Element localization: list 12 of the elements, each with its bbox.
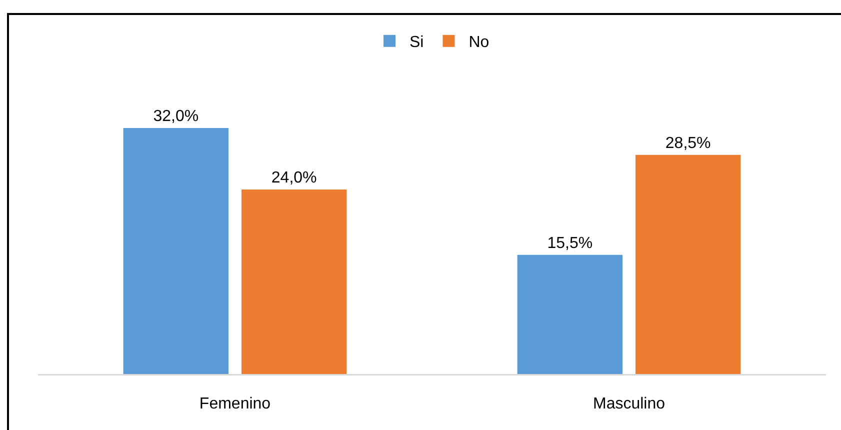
bar bbox=[242, 189, 347, 374]
bar bbox=[123, 128, 228, 374]
x-tick-label: Masculino bbox=[592, 396, 666, 413]
data-label: 24,0% bbox=[271, 169, 317, 186]
data-label: 32,0% bbox=[153, 108, 199, 125]
legend-label: No bbox=[468, 34, 490, 52]
data-label: 15,5% bbox=[547, 234, 593, 252]
legend-label: Si bbox=[410, 34, 424, 52]
bar bbox=[517, 254, 622, 374]
x-tick-label: Femenino bbox=[199, 396, 271, 413]
data-label: 28,5% bbox=[665, 134, 711, 152]
bar bbox=[636, 154, 741, 374]
